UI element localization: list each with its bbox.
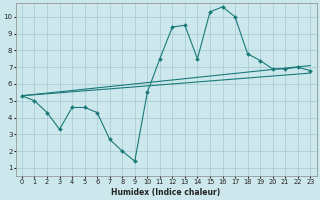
X-axis label: Humidex (Indice chaleur): Humidex (Indice chaleur) (111, 188, 221, 197)
